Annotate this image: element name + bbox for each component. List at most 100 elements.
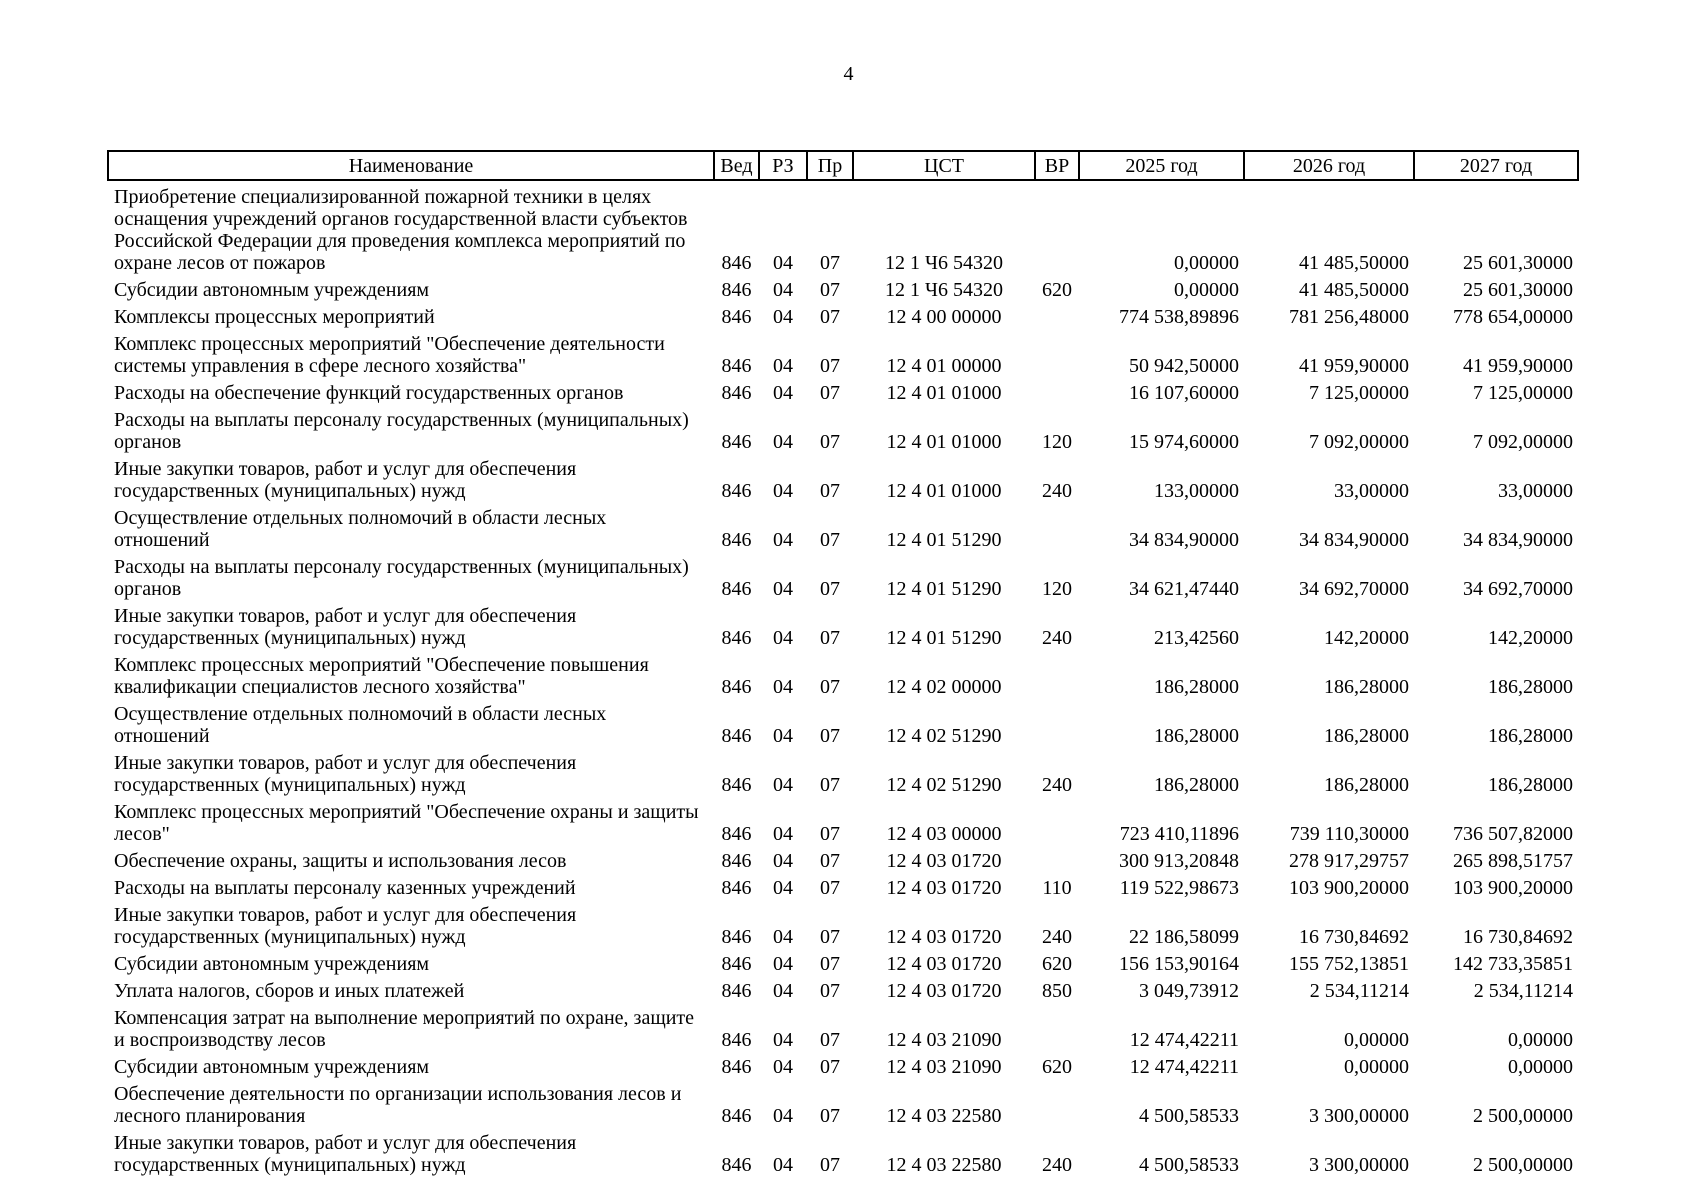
rz-cell: 04 <box>773 823 793 845</box>
rz-cell: 04 <box>773 1029 793 1051</box>
cst-cell: 12 4 03 01720 <box>886 877 1002 899</box>
table-row: Комплекс процессных мероприятий "Обеспеч… <box>108 649 1578 698</box>
y2027-cell: 2 534,11214 <box>1473 980 1573 1002</box>
name-cell: Осуществление отдельных полномочий в обл… <box>114 507 607 551</box>
rz-cell: 04 <box>773 877 793 899</box>
rz-cell: 04 <box>773 725 793 747</box>
ved-cell: 846 <box>721 252 752 274</box>
rz-cell: 04 <box>773 926 793 948</box>
rz-cell: 04 <box>773 355 793 377</box>
vr-cell <box>1035 301 1079 328</box>
y2025-cell: 34 834,90000 <box>1129 529 1239 551</box>
vr-cell: 240 <box>1042 774 1072 796</box>
cst-cell: 12 4 02 51290 <box>886 774 1002 796</box>
table-row: Приобретение специализированной пожарной… <box>108 180 1578 274</box>
y2025-cell: 3 049,73912 <box>1139 980 1239 1002</box>
name-cell: Комплекс процессных мероприятий "Обеспеч… <box>114 654 649 698</box>
cst-cell: 12 4 02 51290 <box>886 725 1002 747</box>
cst-cell: 12 4 03 01720 <box>886 926 1002 948</box>
rz-cell: 04 <box>773 676 793 698</box>
table-row: Осуществление отдельных полномочий в обл… <box>108 698 1578 747</box>
vr-cell <box>1035 377 1079 404</box>
ved-cell: 846 <box>721 578 752 600</box>
table-row: Иные закупки товаров, работ и услуг для … <box>108 453 1578 502</box>
cst-cell: 12 4 03 01720 <box>886 850 1002 872</box>
cst-cell: 12 4 03 21090 <box>886 1056 1002 1078</box>
pr-cell: 07 <box>820 355 840 377</box>
table-row: Обеспечение охраны, защиты и использован… <box>108 845 1578 872</box>
vr-cell: 850 <box>1042 980 1072 1002</box>
vr-cell <box>1035 649 1079 698</box>
y2025-cell: 186,28000 <box>1154 725 1239 747</box>
ved-cell: 846 <box>721 529 752 551</box>
vr-cell <box>1035 502 1079 551</box>
table-row: Субсидии автономным учреждениям 846 04 07 12… <box>108 1051 1578 1078</box>
table-row: Субсидии автономным учреждениям 846 04 07 12… <box>108 274 1578 301</box>
name-cell: Обеспечение деятельности по организации … <box>114 1083 682 1127</box>
y2025-cell: 22 186,58099 <box>1129 926 1239 948</box>
y2026-cell: 186,28000 <box>1324 725 1409 747</box>
y2025-cell: 12 474,42211 <box>1129 1056 1239 1078</box>
table-row: Комплекс процессных мероприятий "Обеспеч… <box>108 328 1578 377</box>
ved-cell: 846 <box>721 774 752 796</box>
ved-cell: 846 <box>721 279 752 301</box>
y2025-cell: 0,00000 <box>1174 279 1239 301</box>
name-cell: Иные закупки товаров, работ и услуг для … <box>114 752 577 796</box>
vr-cell: 240 <box>1042 1154 1072 1176</box>
vr-cell <box>1035 1078 1079 1127</box>
vr-cell: 240 <box>1042 627 1072 649</box>
y2026-cell: 41 485,50000 <box>1299 279 1409 301</box>
y2027-cell: 142,20000 <box>1488 627 1573 649</box>
ved-cell: 846 <box>721 627 752 649</box>
y2025-cell: 186,28000 <box>1154 774 1239 796</box>
name-cell: Субсидии автономным учреждениям <box>114 279 430 301</box>
header-2025: 2025 год <box>1078 150 1245 181</box>
y2027-cell: 7 125,00000 <box>1473 382 1573 404</box>
y2025-cell: 774 538,89896 <box>1119 306 1239 328</box>
name-cell: Иные закупки товаров, работ и услуг для … <box>114 605 577 649</box>
header-ved: Вед <box>713 150 760 181</box>
y2025-cell: 50 942,50000 <box>1129 355 1239 377</box>
vr-cell: 240 <box>1042 480 1072 502</box>
y2027-cell: 736 507,82000 <box>1453 823 1573 845</box>
pr-cell: 07 <box>820 877 840 899</box>
name-cell: Расходы на выплаты персоналу государстве… <box>114 409 689 453</box>
cst-cell: 12 4 01 51290 <box>886 529 1002 551</box>
rz-cell: 04 <box>773 252 793 274</box>
cst-cell: 12 4 01 00000 <box>886 355 1002 377</box>
pr-cell: 07 <box>820 1105 840 1127</box>
y2025-cell: 4 500,58533 <box>1139 1105 1239 1127</box>
ved-cell: 846 <box>721 1056 752 1078</box>
y2025-cell: 213,42560 <box>1154 627 1239 649</box>
y2026-cell: 103 900,20000 <box>1289 877 1409 899</box>
ved-cell: 846 <box>721 306 752 328</box>
y2026-cell: 186,28000 <box>1324 676 1409 698</box>
y2026-cell: 41 959,90000 <box>1299 355 1409 377</box>
y2027-cell: 142 733,35851 <box>1453 953 1573 975</box>
y2025-cell: 16 107,60000 <box>1129 382 1239 404</box>
table-row: Комплекс процессных мероприятий "Обеспеч… <box>108 796 1578 845</box>
y2026-cell: 41 485,50000 <box>1299 252 1409 274</box>
vr-cell: 120 <box>1042 431 1072 453</box>
pr-cell: 07 <box>820 725 840 747</box>
cst-cell: 12 4 03 21090 <box>886 1029 1002 1051</box>
table-row: Расходы на выплаты персоналу казенных уч… <box>108 872 1578 899</box>
name-cell: Иные закупки товаров, работ и услуг для … <box>114 904 577 948</box>
cst-cell: 12 4 03 22580 <box>886 1105 1002 1127</box>
vr-cell: 620 <box>1042 279 1072 301</box>
rz-cell: 04 <box>773 850 793 872</box>
y2027-cell: 25 601,30000 <box>1463 279 1573 301</box>
ved-cell: 846 <box>721 1154 752 1176</box>
pr-cell: 07 <box>820 1029 840 1051</box>
vr-cell: 240 <box>1042 926 1072 948</box>
header-vr: ВР <box>1034 150 1080 181</box>
table-body: Приобретение специализированной пожарной… <box>108 180 1578 1176</box>
y2025-cell: 0,00000 <box>1174 252 1239 274</box>
header-cst: ЦСТ <box>852 150 1036 181</box>
y2026-cell: 0,00000 <box>1344 1056 1409 1078</box>
cst-cell: 12 4 01 01000 <box>886 382 1002 404</box>
name-cell: Комплекс процессных мероприятий "Обеспеч… <box>114 801 699 845</box>
name-cell: Иные закупки товаров, работ и услуг для … <box>114 458 577 502</box>
y2025-cell: 156 153,90164 <box>1119 953 1239 975</box>
